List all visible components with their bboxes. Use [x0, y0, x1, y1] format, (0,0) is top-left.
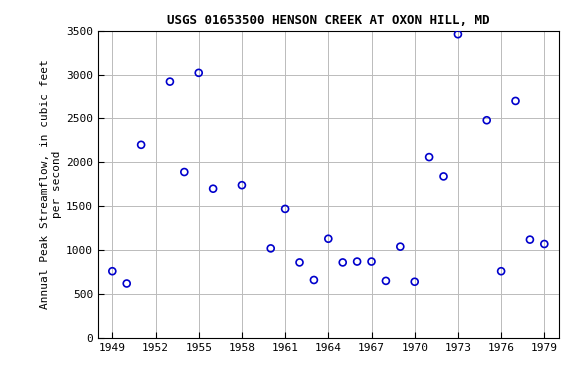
Point — [410, 279, 419, 285]
Point — [137, 142, 146, 148]
Point — [295, 259, 304, 265]
Point — [180, 169, 189, 175]
Point — [209, 185, 218, 192]
Y-axis label: Annual Peak Streamflow, in cubic feet
per second: Annual Peak Streamflow, in cubic feet pe… — [40, 60, 62, 309]
Point — [108, 268, 117, 274]
Point — [266, 245, 275, 252]
Point — [396, 243, 405, 250]
Point — [540, 241, 549, 247]
Point — [281, 206, 290, 212]
Point — [165, 79, 175, 85]
Point — [309, 277, 319, 283]
Point — [367, 258, 376, 265]
Point — [525, 237, 535, 243]
Point — [353, 258, 362, 265]
Point — [511, 98, 520, 104]
Point — [439, 173, 448, 179]
Point — [482, 117, 491, 123]
Point — [381, 278, 391, 284]
Point — [497, 268, 506, 274]
Title: USGS 01653500 HENSON CREEK AT OXON HILL, MD: USGS 01653500 HENSON CREEK AT OXON HILL,… — [167, 14, 490, 27]
Point — [324, 236, 333, 242]
Point — [122, 280, 131, 286]
Point — [194, 70, 203, 76]
Point — [425, 154, 434, 160]
Point — [453, 31, 463, 37]
Point — [237, 182, 247, 188]
Point — [338, 259, 347, 265]
